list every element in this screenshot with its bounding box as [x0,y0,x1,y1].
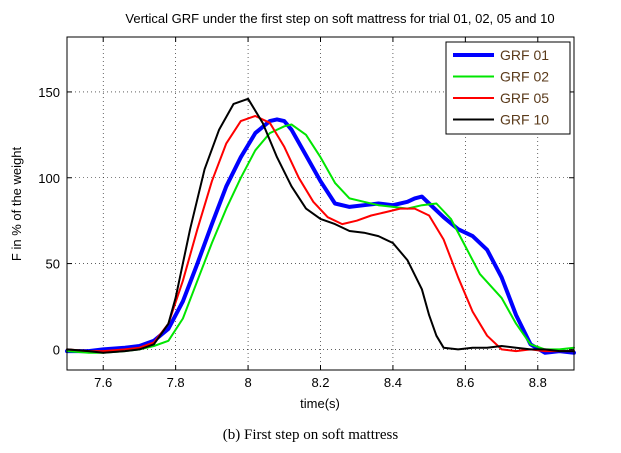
legend-label: GRF 01 [500,47,549,63]
y-axis-label: F in % of the weight [9,147,24,262]
y-tick-label: 100 [38,171,60,186]
y-tick-label: 0 [53,342,60,357]
x-tick-label: 8.2 [311,375,329,390]
x-tick-label: 8 [244,375,251,390]
legend-label: GRF 02 [500,69,549,85]
y-tick-label: 50 [46,257,60,272]
x-tick-label: 7.8 [167,375,185,390]
grid-lines [67,37,574,370]
figure-caption: (b) First step on soft mattress [222,427,399,443]
x-axis-label: time(s) [300,396,340,411]
series-line-grf-02 [66,123,575,354]
series-lines [65,97,576,355]
x-tick-label: 8.4 [384,375,402,390]
legend-label: GRF 10 [500,112,549,128]
y-tick-label: 150 [38,85,60,100]
series-line-grf-01 [65,117,576,355]
legend-label: GRF 05 [500,90,549,106]
axis-ticks: 7.6 7.8 8 8.2 8.4 8.6 8.8 0 50 100 150 [38,37,574,390]
x-tick-label: 8.8 [529,375,547,390]
legend: GRF 01 GRF 02 GRF 05 GRF 10 [445,41,571,135]
series-line-grf-10 [66,97,575,354]
chart-title: Vertical GRF under the first step on sof… [125,11,554,26]
x-tick-label: 7.6 [94,375,112,390]
x-tick-label: 8.6 [456,375,474,390]
